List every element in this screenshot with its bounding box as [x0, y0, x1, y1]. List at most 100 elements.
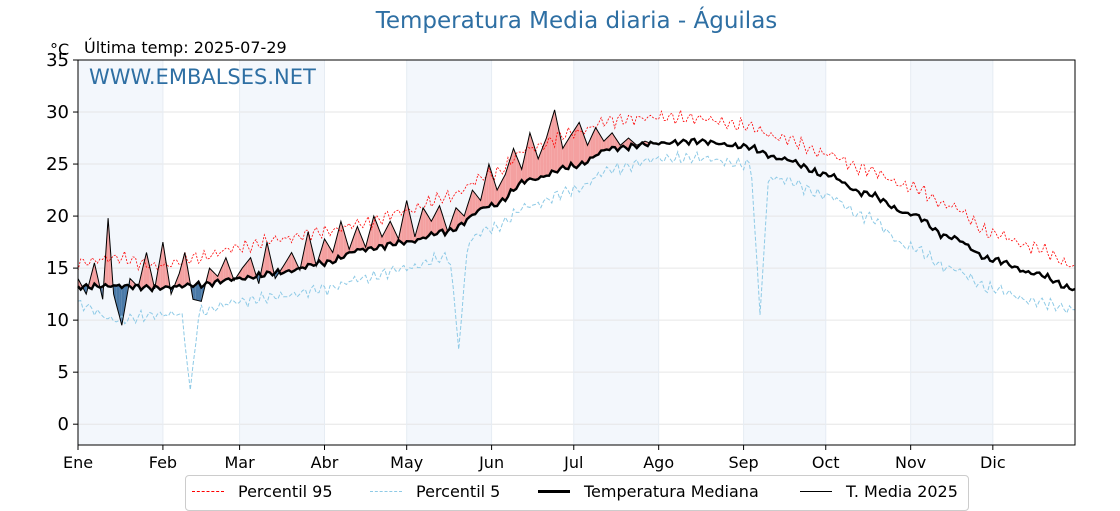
above-median-fill	[606, 135, 610, 151]
x-tick-label: Abr	[311, 453, 339, 472]
below-median-fill	[119, 284, 122, 326]
above-median-fill	[343, 230, 347, 258]
above-median-fill	[335, 231, 339, 262]
above-median-fill	[176, 273, 180, 287]
above-median-fill	[502, 174, 506, 201]
x-tick-label: Dic	[980, 453, 1006, 472]
below-median-fill	[116, 284, 120, 315]
above-median-fill	[146, 252, 150, 288]
anomaly-fills	[78, 109, 651, 326]
legend-swatch-p5	[370, 491, 402, 492]
above-median-fill	[379, 229, 383, 246]
x-ticks: Ene Feb Mar Abr May Jun Jul Ago Sep Oct Nov Dic	[63, 445, 1006, 472]
above-median-fill	[568, 134, 572, 170]
y-tick-label: 25	[46, 154, 69, 175]
below-median-fill	[121, 285, 125, 326]
above-median-fill	[499, 179, 503, 203]
above-median-fill	[149, 264, 152, 291]
above-median-fill	[242, 264, 246, 280]
x-tick-label: Feb	[149, 453, 177, 472]
above-median-fill	[557, 122, 561, 173]
above-median-fill	[475, 193, 478, 215]
above-median-fill	[428, 216, 432, 236]
above-median-fill	[302, 244, 306, 269]
legend-swatch-p95	[192, 491, 224, 492]
above-median-fill	[483, 176, 487, 208]
x-tick-label: Mar	[225, 453, 256, 472]
above-median-fill	[595, 127, 599, 156]
p95-line	[77, 108, 1076, 272]
above-median-fill	[598, 132, 602, 155]
median-line	[77, 137, 1076, 294]
above-median-fill	[590, 133, 593, 158]
above-median-fill	[409, 212, 413, 242]
above-median-fill	[549, 119, 552, 176]
y-tick-label: 15	[46, 258, 69, 279]
plot-frame	[77, 59, 1076, 446]
above-median-fill	[387, 221, 391, 244]
legend-swatch-median	[538, 490, 570, 493]
above-median-fill	[521, 157, 525, 184]
above-median-fill	[510, 148, 514, 191]
month-band	[78, 60, 163, 445]
above-median-fill	[368, 226, 372, 249]
y-tick-label: 0	[58, 414, 69, 435]
above-median-fill	[94, 262, 98, 287]
above-median-fill	[157, 257, 161, 290]
above-median-fill	[554, 109, 558, 173]
above-median-fill	[551, 109, 555, 172]
y-tick-label: 30	[46, 102, 69, 123]
above-median-fill	[491, 172, 495, 207]
above-median-fill	[305, 231, 309, 269]
above-median-fill	[453, 207, 456, 231]
above-median-fill	[294, 258, 298, 271]
above-median-fill	[450, 215, 454, 231]
x-tick-label: Nov	[895, 453, 926, 472]
below-median-fill	[113, 285, 117, 305]
above-median-fill	[497, 184, 500, 206]
legend-label-current: T. Media 2025	[846, 482, 958, 501]
above-median-fill	[565, 139, 569, 170]
p5-line	[77, 149, 1076, 390]
month-band	[573, 60, 659, 445]
above-median-fill	[505, 165, 509, 201]
series-lines	[77, 108, 1076, 390]
above-median-fill	[324, 238, 328, 266]
above-median-fill	[417, 217, 421, 240]
above-median-fill	[573, 126, 577, 169]
legend-item-p95: Percentil 95	[192, 482, 333, 501]
x-tick-label: Sep	[729, 453, 759, 472]
above-median-fill	[458, 210, 462, 225]
above-median-fill	[592, 127, 596, 158]
above-median-fill	[516, 155, 519, 189]
x-tick-label: May	[390, 453, 423, 472]
legend-label-p5: Percentil 5	[416, 482, 501, 501]
above-median-fill	[332, 242, 336, 264]
above-median-fill	[546, 128, 550, 176]
last-temp-label: Última temp: 2025-07-29	[84, 38, 287, 57]
x-tick-label: Jul	[563, 453, 583, 472]
y-tick-label: 35	[46, 50, 69, 71]
watermark: WWW.EMBALSES.NET	[89, 65, 316, 89]
above-median-fill	[494, 181, 498, 207]
above-median-fill	[579, 122, 582, 166]
legend: Percentil 95 Percentil 5 Temperatura Med…	[185, 475, 969, 511]
x-tick-label: Ene	[63, 453, 93, 472]
above-median-fill	[162, 242, 166, 289]
above-median-fill	[250, 257, 254, 279]
above-median-fill	[108, 218, 111, 287]
current-2025-line	[77, 109, 651, 326]
above-median-fill	[571, 130, 574, 167]
above-median-fill	[266, 242, 270, 273]
above-median-fill	[310, 243, 314, 266]
above-median-fill	[439, 205, 443, 231]
legend-label-p95: Percentil 95	[238, 482, 333, 501]
above-median-fill	[390, 221, 393, 246]
above-median-fill	[538, 151, 541, 180]
above-median-fill	[466, 198, 470, 220]
above-median-fill	[401, 213, 404, 245]
x-tick-label: Oct	[812, 453, 840, 472]
above-median-fill	[288, 252, 292, 273]
y-ticks: 0 5 10 15 20 25 30 35	[46, 50, 78, 435]
x-tick-label: Ago	[643, 453, 674, 472]
